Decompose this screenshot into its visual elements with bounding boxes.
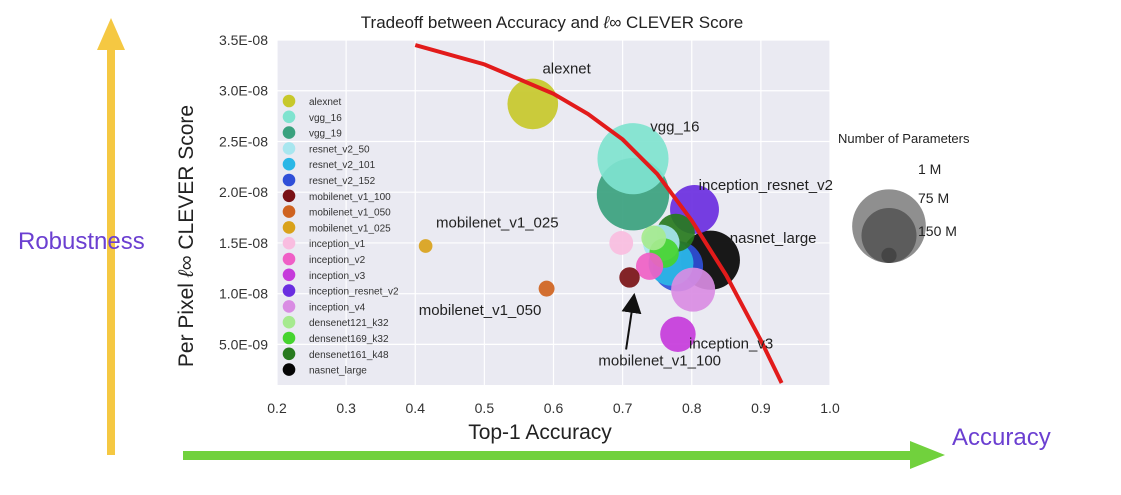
annotation-mobilenet-v1-025: mobilenet_v1_025 bbox=[436, 215, 559, 232]
legend-label-inception-v4: inception_v4 bbox=[309, 302, 366, 313]
chart-title: Tradeoff between Accuracy and ℓ∞ CLEVER … bbox=[361, 13, 743, 32]
legend-label-mobilenet-v1-100: mobilenet_v1_100 bbox=[309, 192, 391, 203]
legend-label-inception-v2: inception_v2 bbox=[309, 255, 366, 266]
size-legend-label: 75 M bbox=[918, 190, 949, 206]
size-legend-title: Number of Parameters bbox=[838, 131, 970, 146]
legend-label-vgg-19: vgg_19 bbox=[309, 129, 342, 140]
accuracy-arrow bbox=[183, 441, 945, 469]
point-inception-v2 bbox=[635, 252, 664, 280]
x-tick-label: 0.8 bbox=[682, 400, 702, 416]
legend-marker-mobilenet-v1-025 bbox=[282, 221, 296, 234]
annotation-vgg-16: vgg_16 bbox=[650, 118, 699, 135]
x-tick-labels: 0.2 0.3 0.4 0.5 0.6 0.7 0.8 0.9 1.0 bbox=[267, 400, 840, 416]
x-tick-label: 0.3 bbox=[336, 400, 356, 416]
point-densenet121-k32 bbox=[641, 225, 667, 251]
tradeoff-curve bbox=[414, 43, 784, 384]
point-annotations: alexnet vgg_16 inception_resnet_v2 mobilene… bbox=[419, 60, 833, 369]
legend-marker-resnet-v2-50 bbox=[282, 142, 296, 155]
y-tick-labels: 5.0E-09 1.0E-08 1.5E-08 2.0E-08 2.5E-08 3.0E-… bbox=[219, 32, 268, 352]
x-tick-label: 0.7 bbox=[613, 400, 633, 416]
legend-label-densenet121-k32: densenet121_k32 bbox=[309, 318, 389, 329]
chart-title-suffix: CLEVER Score bbox=[626, 13, 743, 32]
legend-marker-mobilenet-v1-050 bbox=[282, 205, 296, 218]
y-axis-label-prefix: Per Pixel bbox=[175, 283, 198, 367]
x-tick-label: 0.5 bbox=[475, 400, 495, 416]
legend-marker-resnet-v2-101 bbox=[282, 157, 296, 171]
robustness-arrow bbox=[97, 18, 125, 455]
legend-label-resnet-v2-101: resnet_v2_101 bbox=[309, 160, 376, 171]
y-tick-label: 5.0E-09 bbox=[219, 336, 268, 352]
legend-marker-inception-v4 bbox=[282, 300, 296, 313]
legend-label-resnet-v2-50: resnet_v2_50 bbox=[309, 144, 370, 155]
annotation-mobilenet-v1-100: mobilenet_v1_100 bbox=[598, 353, 721, 370]
point-mobilenet-v1-100 bbox=[619, 267, 640, 288]
legend-marker-resnet-v2-152 bbox=[282, 173, 296, 187]
accuracy-label: Accuracy bbox=[952, 424, 1051, 451]
annotation-inception-resnet-v2: inception_resnet_v2 bbox=[699, 177, 833, 194]
legend-marker-densenet169-k32 bbox=[282, 331, 296, 345]
x-tick-label: 0.9 bbox=[751, 400, 771, 416]
y-axis-label-suffix: CLEVER Score bbox=[175, 105, 198, 250]
size-legend-label: 150 M bbox=[918, 223, 957, 239]
legend-label-mobilenet-v1-025: mobilenet_v1_025 bbox=[309, 223, 391, 234]
robustness-label: Robustness bbox=[18, 228, 145, 255]
legend-label-resnet-v2-152: resnet_v2_152 bbox=[309, 176, 376, 187]
size-legend: Number of Parameters 1 M 75 M 150 M bbox=[838, 131, 970, 263]
legend-label-alexnet: alexnet bbox=[309, 97, 341, 108]
legend-marker-nasnet-large bbox=[282, 363, 296, 376]
legend-marker-densenet121-k32 bbox=[282, 315, 296, 329]
legend-label-nasnet-large: nasnet_large bbox=[309, 366, 367, 377]
legend-marker-vgg-16 bbox=[282, 110, 296, 124]
legend-label-mobilenet-v1-050: mobilenet_v1_050 bbox=[309, 208, 391, 219]
x-tick-label: 0.6 bbox=[544, 400, 564, 416]
y-tick-label: 2.5E-08 bbox=[219, 133, 268, 149]
y-axis-label: Per Pixel ℓ∞ CLEVER Score bbox=[175, 105, 198, 367]
size-legend-circle bbox=[861, 207, 917, 263]
series-legend: alexnet vgg_16 vgg_19 resnet_v2_50 resnet_v2… bbox=[282, 94, 399, 377]
y-tick-label: 2.0E-08 bbox=[219, 184, 268, 200]
annotation-arrow bbox=[621, 292, 642, 350]
legend-marker-inception-v2 bbox=[282, 252, 296, 266]
chart-title-text: Tradeoff between Accuracy and bbox=[361, 13, 599, 32]
y-axis-label-symbol: ℓ∞ bbox=[175, 255, 198, 278]
chart-title-symbol: ℓ∞ bbox=[603, 13, 622, 32]
y-tick-label: 3.5E-08 bbox=[219, 32, 268, 48]
annotation-mobilenet-v1-050: mobilenet_v1_050 bbox=[419, 302, 542, 319]
point-mobilenet-v1-025 bbox=[418, 239, 433, 253]
point-inception-v4 bbox=[671, 267, 716, 312]
size-legend-label: 1 M bbox=[918, 161, 941, 177]
legend-marker-mobilenet-v1-100 bbox=[282, 189, 296, 203]
point-vgg-16 bbox=[597, 123, 669, 195]
legend-label-inception-v1: inception_v1 bbox=[309, 239, 366, 250]
point-inception-v3 bbox=[660, 316, 696, 353]
legend-label-densenet169-k32: densenet169_k32 bbox=[309, 334, 389, 345]
legend-label-densenet161-k48: densenet161_k48 bbox=[309, 350, 389, 361]
legend-label-inception-resnet-v2: inception_resnet_v2 bbox=[309, 287, 399, 298]
y-gridlines bbox=[277, 39, 830, 346]
annotation-inception-v3: inception_v3 bbox=[689, 335, 773, 352]
x-axis-label: Top-1 Accuracy bbox=[468, 421, 612, 444]
x-tick-label: 0.2 bbox=[267, 400, 287, 416]
legend-marker-inception-v3 bbox=[282, 268, 296, 282]
y-tick-label: 1.0E-08 bbox=[219, 286, 268, 302]
legend-marker-vgg-19 bbox=[282, 126, 296, 139]
y-tick-label: 1.5E-08 bbox=[219, 235, 268, 251]
y-tick-label: 3.0E-08 bbox=[219, 83, 268, 99]
legend-marker-inception-resnet-v2 bbox=[282, 284, 296, 297]
legend-marker-densenet161-k48 bbox=[282, 347, 296, 361]
legend-label-vgg-16: vgg_16 bbox=[309, 113, 342, 124]
legend-marker-alexnet bbox=[282, 94, 296, 108]
annotation-alexnet: alexnet bbox=[542, 60, 591, 77]
size-legend-circle bbox=[881, 247, 897, 263]
point-inception-v1 bbox=[609, 231, 634, 255]
legend-label-inception-v3: inception_v3 bbox=[309, 271, 366, 282]
x-tick-label: 0.4 bbox=[406, 400, 426, 416]
x-tick-label: 1.0 bbox=[820, 400, 840, 416]
annotation-nasnet-large: nasnet_large bbox=[730, 230, 817, 247]
point-mobilenet-v1-050 bbox=[538, 280, 555, 297]
legend-marker-inception-v1 bbox=[282, 236, 296, 250]
